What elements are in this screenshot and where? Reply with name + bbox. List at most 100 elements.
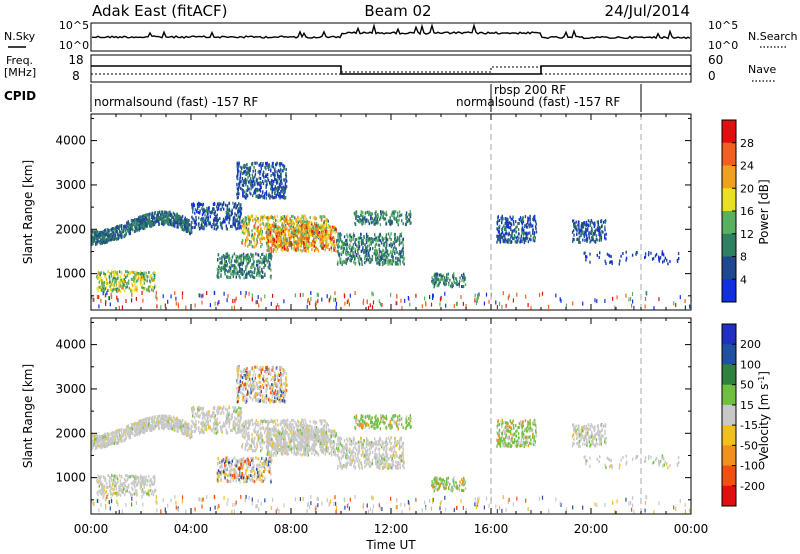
nave-label: Nave <box>748 63 776 76</box>
power-cell <box>222 217 225 221</box>
power-cell <box>145 223 147 227</box>
power-ylabel: Slant Range [km] <box>21 160 35 264</box>
power-cell <box>131 219 133 222</box>
power-cell <box>244 241 246 245</box>
power-cell <box>264 263 266 267</box>
power-cell <box>504 217 507 221</box>
power-cell <box>186 223 188 227</box>
power-cell <box>104 293 106 298</box>
power-cell <box>265 216 267 220</box>
power-cell <box>140 218 143 222</box>
velocity-cell <box>118 474 121 478</box>
velocity-cell <box>109 492 112 496</box>
velocity-cell <box>141 488 144 492</box>
power-cell <box>224 270 226 274</box>
power-cell <box>126 223 128 227</box>
power-cell <box>394 218 396 221</box>
power-cell <box>136 217 138 221</box>
power-cell <box>378 299 380 304</box>
power-cell <box>375 254 377 258</box>
power-cell <box>436 284 439 288</box>
power-cell <box>173 212 176 216</box>
velocity-cell <box>132 432 134 436</box>
power-cell <box>380 212 382 216</box>
power-cell <box>142 220 145 223</box>
power-cell <box>662 252 664 256</box>
velocity-cell <box>143 482 145 486</box>
velocity-cell <box>109 489 111 493</box>
power-cell <box>284 190 286 194</box>
velocity-cell <box>136 491 138 495</box>
power-cell <box>228 254 230 258</box>
power-cell <box>257 194 259 198</box>
power-cell <box>103 229 106 233</box>
power-cell <box>364 243 366 247</box>
power-cell <box>116 289 118 293</box>
power-cell <box>305 221 307 224</box>
power-cell <box>582 301 584 306</box>
power-cell <box>393 216 395 220</box>
power-cell <box>223 207 225 211</box>
power-cell <box>302 220 304 223</box>
power-cell <box>283 229 286 233</box>
power-cell <box>293 238 295 242</box>
power-cell <box>218 300 220 305</box>
power-cell <box>314 241 316 245</box>
power-cell <box>214 301 216 306</box>
power-cell <box>277 186 279 190</box>
power-cell <box>385 255 387 258</box>
power-cell <box>165 210 167 214</box>
power-cell <box>631 292 634 296</box>
power-cell <box>392 246 395 250</box>
power-cell <box>244 232 246 236</box>
power-cell <box>497 228 499 232</box>
power-cell <box>214 212 216 216</box>
power-cell <box>119 229 121 233</box>
velocity-cell <box>101 492 103 496</box>
velocity-cell <box>115 481 117 485</box>
power-cell <box>234 224 236 228</box>
power-cell <box>386 213 388 217</box>
velocity-cell <box>99 482 101 486</box>
power-cell <box>224 272 226 276</box>
power-cell <box>345 239 347 243</box>
power-cell <box>534 219 537 223</box>
power-cell <box>650 251 652 255</box>
power-cell <box>114 229 117 233</box>
freq-panel: Freq. [MHz] 18 8 60 0 Nave <box>4 53 776 83</box>
velocity-cell <box>98 476 101 480</box>
power-cell <box>496 222 499 226</box>
power-cell <box>126 221 128 225</box>
velocity-cell <box>126 425 128 429</box>
power-cell <box>276 178 278 182</box>
power-cell <box>370 237 373 240</box>
power-cell <box>282 216 284 220</box>
velocity-cell <box>119 433 121 437</box>
power-cell <box>317 299 319 304</box>
power-cell <box>160 215 162 219</box>
power-cell <box>327 225 330 229</box>
power-cell <box>231 208 233 212</box>
power-cell <box>214 216 217 220</box>
power-cell <box>279 226 281 230</box>
power-cell <box>321 215 323 219</box>
velocity-cell <box>114 478 116 482</box>
power-cell <box>323 215 325 219</box>
power-cell <box>662 260 664 264</box>
power-cell <box>350 248 352 252</box>
power-cell <box>596 253 598 257</box>
power-cell <box>101 235 104 239</box>
power-cell <box>290 219 292 223</box>
power-cell <box>136 220 138 224</box>
power-cell <box>266 248 268 252</box>
power-cell <box>259 229 261 233</box>
power-cell <box>584 222 586 226</box>
power-cell <box>293 232 295 236</box>
power-cell <box>352 234 355 238</box>
power-cell <box>109 277 111 281</box>
power-cell <box>231 212 233 216</box>
power-cell <box>274 230 276 234</box>
power-cell <box>358 215 361 219</box>
nsearch-tick-bottom: 10^0 <box>708 39 738 52</box>
velocity-cell <box>145 475 147 479</box>
